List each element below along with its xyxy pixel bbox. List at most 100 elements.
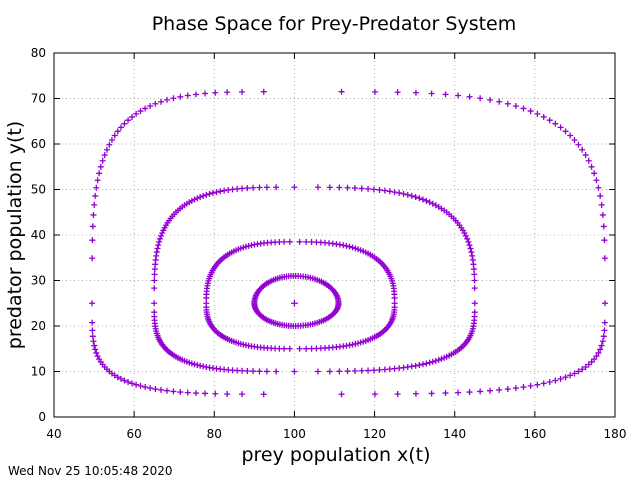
data-point (191, 361, 198, 368)
data-point (527, 382, 534, 389)
data-point (114, 128, 121, 135)
data-point (552, 377, 559, 384)
data-point (90, 338, 97, 345)
grid-lines (54, 53, 615, 417)
data-point (429, 358, 436, 365)
data-point (391, 304, 398, 311)
data-point (250, 184, 257, 191)
data-point (184, 92, 191, 99)
data-point (396, 189, 403, 196)
data-point (314, 184, 321, 191)
data-point (245, 242, 252, 249)
y-tick-label: 50 (31, 183, 46, 197)
data-point (170, 388, 177, 395)
data-point (111, 132, 118, 139)
data-point (260, 88, 267, 95)
data-point (159, 230, 166, 237)
data-point (419, 196, 426, 203)
data-point (89, 237, 96, 244)
data-point (504, 100, 511, 107)
data-point (263, 184, 270, 191)
data-point (273, 184, 280, 191)
x-tick-label: 40 (46, 427, 61, 441)
data-point (156, 238, 163, 245)
data-point (170, 95, 177, 102)
data-point (142, 105, 149, 112)
data-point (217, 188, 224, 195)
data-point (281, 345, 288, 352)
data-point (97, 163, 104, 170)
data-point (552, 120, 559, 127)
data-point (90, 211, 97, 218)
data-point (391, 189, 398, 196)
data-point (462, 232, 469, 239)
data-point (117, 124, 124, 131)
data-point (224, 391, 231, 398)
data-point (151, 266, 158, 273)
data-point (582, 152, 589, 159)
timestamp-footer: Wed Nov 25 10:05:48 2020 (8, 464, 173, 478)
data-point (408, 363, 415, 370)
data-point (93, 349, 100, 356)
data-point (520, 105, 527, 112)
data-point (151, 300, 158, 307)
data-point (121, 120, 128, 127)
data-point (344, 184, 351, 191)
data-point (455, 389, 462, 396)
x-tick-label: 60 (127, 427, 142, 441)
data-point (137, 108, 144, 115)
data-point (209, 189, 216, 196)
data-point (154, 245, 161, 252)
x-tick-label: 180 (604, 427, 627, 441)
data-point (469, 252, 476, 259)
data-point (158, 232, 165, 239)
data-point (557, 375, 564, 382)
data-point (291, 368, 298, 375)
data-point (194, 195, 201, 202)
data-point (381, 366, 388, 373)
data-point (477, 95, 484, 102)
data-point (546, 378, 553, 385)
y-tick-label: 0 (38, 410, 46, 424)
data-point (593, 353, 600, 360)
data-point (404, 191, 411, 198)
data-point (212, 390, 219, 397)
data-point (597, 346, 604, 353)
data-point (303, 238, 310, 245)
x-tick-label: 100 (283, 427, 306, 441)
data-point (256, 184, 263, 191)
data-point (394, 391, 401, 398)
data-point (89, 255, 96, 262)
data-point (416, 362, 423, 369)
data-point (346, 243, 353, 250)
data-point (600, 223, 607, 230)
data-point (147, 103, 154, 110)
x-tick-label: 80 (207, 427, 222, 441)
data-point (601, 237, 608, 244)
data-point (99, 157, 106, 164)
data-point (133, 110, 140, 117)
data-point (435, 356, 442, 363)
data-point (588, 163, 595, 170)
data-point (376, 186, 383, 193)
data-point (163, 387, 170, 394)
data-point (428, 90, 435, 97)
data-point (371, 88, 378, 95)
data-point (197, 362, 204, 369)
data-point (600, 333, 607, 340)
data-point (442, 390, 449, 397)
data-point (412, 89, 419, 96)
data-point (412, 194, 419, 201)
data-point (352, 245, 359, 252)
data-point (263, 368, 270, 375)
data-point (93, 184, 100, 191)
data-point (477, 388, 484, 395)
data-point (224, 89, 231, 96)
data-point (336, 368, 343, 375)
data-point (595, 349, 602, 356)
data-point (466, 242, 473, 249)
data-point (469, 256, 476, 263)
data-point (286, 238, 293, 245)
data-point (504, 386, 511, 393)
data-point (336, 184, 343, 191)
